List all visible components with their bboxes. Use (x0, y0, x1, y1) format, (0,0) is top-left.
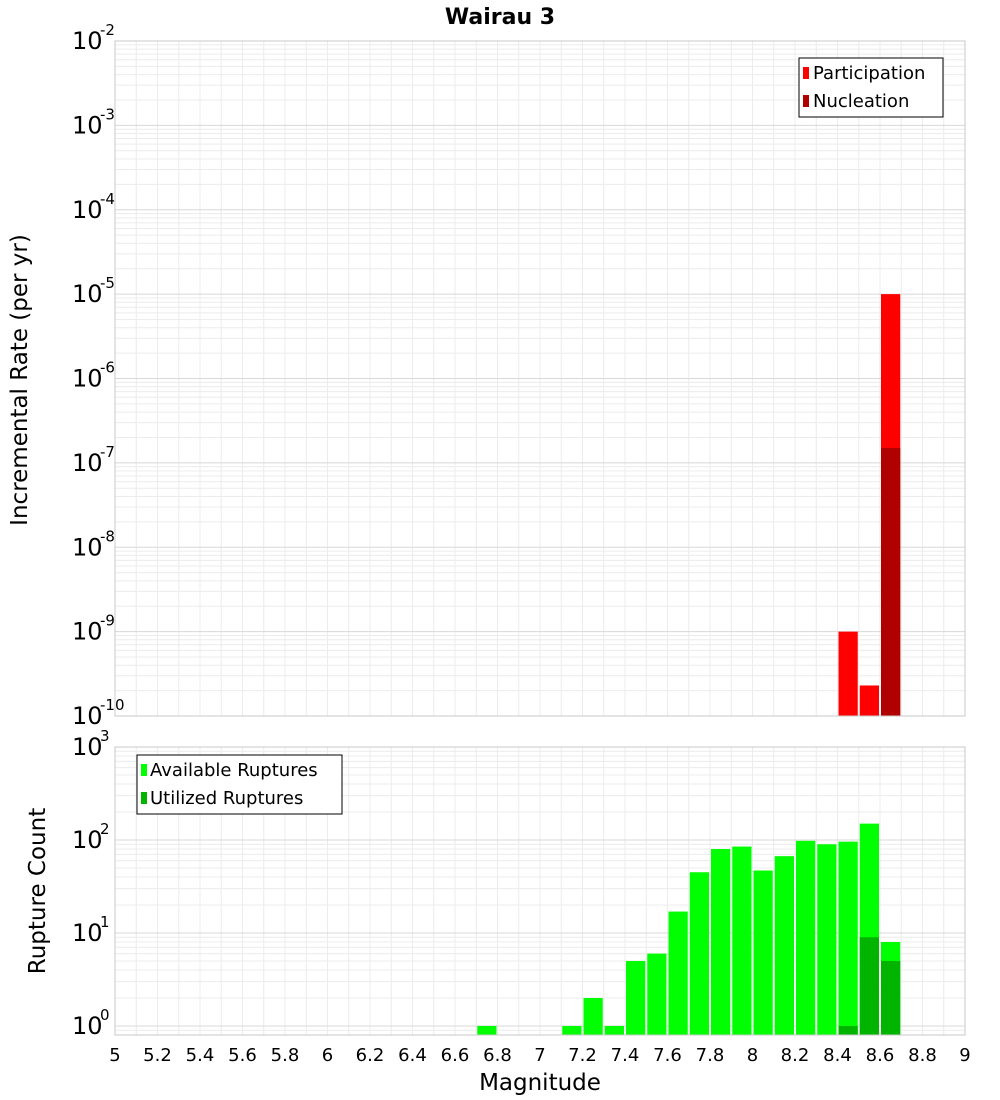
count-bar-series-0 (838, 841, 858, 1035)
x-tick-label: 6.4 (398, 1045, 427, 1066)
legend-swatch-available (141, 764, 147, 776)
x-tick-label: 8.6 (866, 1045, 895, 1066)
rate-y-tick-label: 10 (72, 533, 103, 561)
count-y-tick-exponent: 1 (100, 913, 110, 931)
rate-y-tick-exponent: -3 (100, 105, 115, 123)
chart-title: Wairau 3 (445, 5, 555, 30)
legend-swatch-participation (803, 67, 809, 79)
rate-bar-series-1 (881, 448, 901, 716)
rate-y-tick-label: 10 (72, 196, 103, 224)
legend-swatch-utilized (141, 792, 147, 804)
rate-y-tick-label: 10 (72, 449, 103, 477)
rate-y-tick-exponent: -2 (100, 21, 115, 39)
rate-y-tick-exponent: -5 (100, 274, 115, 292)
rate-grid (115, 41, 965, 716)
x-tick-label: 7.4 (611, 1045, 640, 1066)
x-tick-label: 5.8 (271, 1045, 300, 1066)
count-bar-series-0 (689, 872, 709, 1035)
x-tick-label: 6 (322, 1045, 333, 1066)
count-bar-series-0 (796, 840, 816, 1035)
count-legend-box (136, 754, 343, 815)
x-tick-label: 6.2 (356, 1045, 385, 1066)
rate-y-tick-exponent: -9 (100, 612, 115, 630)
legend-label-nucleation: Nucleation (813, 91, 909, 112)
count-y-tick-exponent: 0 (100, 1006, 110, 1024)
rate-y-tick-exponent: -6 (100, 359, 115, 377)
x-tick-label: 7.8 (696, 1045, 725, 1066)
x-tick-label: 8.4 (823, 1045, 852, 1066)
rate-bar-series-0 (838, 631, 858, 716)
count-y-tick-label: 10 (72, 1012, 103, 1040)
count-bar-series-0 (668, 911, 688, 1035)
count-bar-series-0 (647, 953, 667, 1035)
count-y-axis-label: Rupture Count (25, 808, 51, 974)
legend-label-participation: Participation (813, 63, 925, 84)
count-legend: Available Ruptures Utilized Ruptures (136, 754, 343, 815)
rate-y-tick-label: 10 (72, 702, 103, 730)
rate-plot-frame (114, 40, 966, 717)
x-tick-label: 5.4 (186, 1045, 215, 1066)
count-bar-series-0 (711, 849, 731, 1035)
count-bar-series-1 (881, 960, 901, 1035)
x-axis-label: Magnitude (479, 1070, 601, 1096)
count-y-tick-exponent: 3 (100, 727, 110, 745)
legend-label-available: Available Ruptures (150, 760, 318, 781)
legend-label-utilized: Utilized Ruptures (150, 788, 303, 809)
rate-bar-series-0 (859, 685, 879, 716)
count-bar-series-0 (817, 844, 837, 1035)
count-bar-series-1 (859, 937, 879, 1035)
count-y-tick-label: 10 (72, 826, 103, 854)
x-tick-label: 7.6 (653, 1045, 682, 1066)
x-tick-label: 7.2 (568, 1045, 597, 1066)
count-bar-series-0 (477, 1025, 497, 1035)
count-plot-frame (114, 746, 966, 1036)
x-tick-label: 8.2 (781, 1045, 810, 1066)
rate-y-tick-label: 10 (72, 618, 103, 646)
x-tick-label: 8 (747, 1045, 758, 1066)
count-bar-series-1 (838, 1025, 858, 1035)
x-tick-label: 9 (959, 1045, 970, 1066)
legend-swatch-nucleation (803, 95, 809, 107)
count-bar-series-0 (774, 856, 794, 1035)
x-tick-label: 5.6 (228, 1045, 257, 1066)
x-ticks: 5 5.2 5.4 5.6 5.8 6 6.2 6.4 6.6 6.8 7 7.2 7.4 7.6 7.8 8… (109, 1045, 970, 1066)
count-bar-series-0 (604, 1025, 624, 1035)
rate-y-tick-exponent: -8 (100, 527, 115, 545)
count-bar-series-0 (732, 846, 752, 1035)
rate-legend: Participation Nucleation (798, 57, 944, 118)
rate-bars (838, 294, 901, 716)
x-tick-label: 5.2 (143, 1045, 172, 1066)
rate-y-axis-label: Incremental Rate (per yr) (7, 234, 33, 526)
count-bar-series-0 (626, 960, 646, 1035)
count-bar-series-0 (753, 870, 773, 1035)
x-tick-label: 7 (534, 1045, 545, 1066)
rate-y-tick-label: 10 (72, 365, 103, 393)
x-tick-label: 6.6 (441, 1045, 470, 1066)
count-y-tick-label: 10 (72, 733, 103, 761)
count-bars (477, 823, 901, 1035)
rate-y-tick-exponent: -4 (100, 190, 115, 208)
x-tick-label: 6.8 (483, 1045, 512, 1066)
rate-y-tick-label: 10 (72, 27, 103, 55)
rate-y-tick-label: 10 (72, 280, 103, 308)
count-bar-series-0 (562, 1025, 582, 1035)
count-y-tick-label: 10 (72, 919, 103, 947)
count-y-tick-exponent: 2 (100, 820, 110, 838)
rate-y-tick-exponent: -7 (100, 443, 115, 461)
rate-y-tick-exponent: -10 (100, 696, 125, 714)
x-tick-label: 8.8 (908, 1045, 937, 1066)
rate-y-tick-label: 10 (72, 111, 103, 139)
count-bar-series-0 (583, 997, 603, 1035)
x-tick-label: 5 (109, 1045, 120, 1066)
rate-legend-box (798, 57, 944, 118)
